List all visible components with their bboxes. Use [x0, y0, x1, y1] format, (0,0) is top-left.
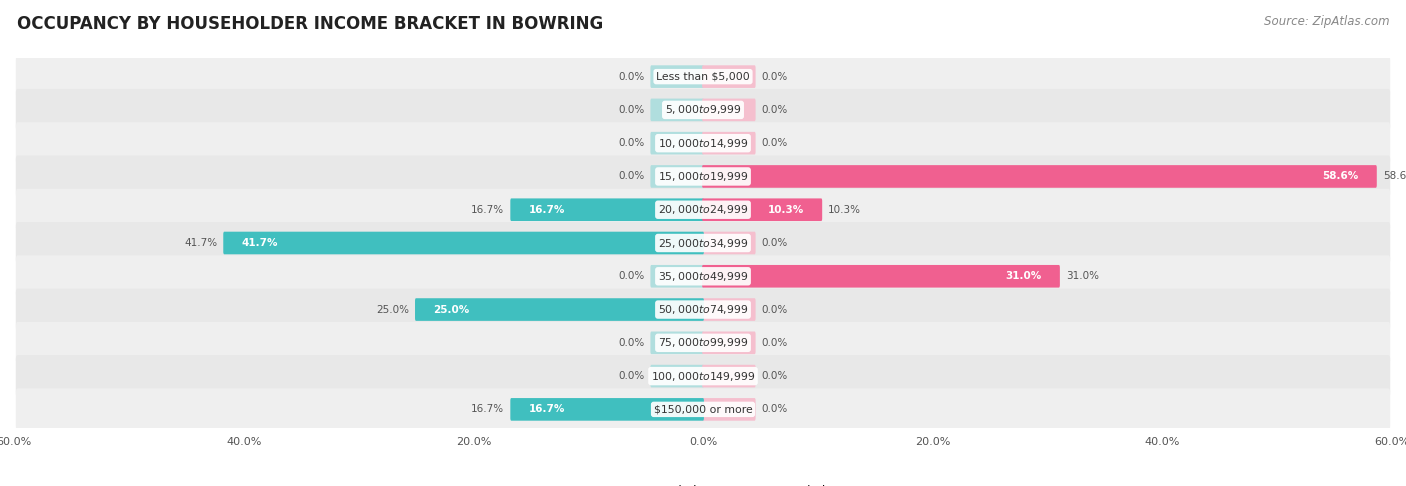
Text: 31.0%: 31.0%: [1005, 271, 1042, 281]
FancyBboxPatch shape: [15, 322, 1391, 364]
Text: 0.0%: 0.0%: [619, 71, 644, 82]
Text: 0.0%: 0.0%: [762, 305, 787, 314]
FancyBboxPatch shape: [702, 65, 755, 88]
FancyBboxPatch shape: [15, 255, 1391, 297]
Text: 0.0%: 0.0%: [762, 338, 787, 348]
Text: 0.0%: 0.0%: [619, 172, 644, 181]
FancyBboxPatch shape: [15, 89, 1391, 131]
FancyBboxPatch shape: [15, 122, 1391, 164]
Text: 0.0%: 0.0%: [619, 138, 644, 148]
FancyBboxPatch shape: [702, 331, 755, 354]
Text: 16.7%: 16.7%: [529, 205, 565, 215]
Text: $25,000 to $34,999: $25,000 to $34,999: [658, 237, 748, 249]
Legend: Owner-occupied, Renter-occupied: Owner-occupied, Renter-occupied: [575, 481, 831, 486]
Text: 0.0%: 0.0%: [762, 105, 787, 115]
Text: 41.7%: 41.7%: [242, 238, 278, 248]
Text: 16.7%: 16.7%: [471, 205, 505, 215]
FancyBboxPatch shape: [702, 232, 755, 254]
Text: $20,000 to $24,999: $20,000 to $24,999: [658, 203, 748, 216]
Text: 10.3%: 10.3%: [768, 205, 804, 215]
FancyBboxPatch shape: [15, 189, 1391, 231]
FancyBboxPatch shape: [651, 99, 704, 121]
FancyBboxPatch shape: [510, 398, 704, 421]
Text: 10.3%: 10.3%: [828, 205, 860, 215]
Text: $35,000 to $49,999: $35,000 to $49,999: [658, 270, 748, 283]
Text: 0.0%: 0.0%: [762, 71, 787, 82]
FancyBboxPatch shape: [702, 132, 755, 155]
Text: 0.0%: 0.0%: [619, 105, 644, 115]
FancyBboxPatch shape: [651, 265, 704, 288]
FancyBboxPatch shape: [224, 232, 704, 254]
FancyBboxPatch shape: [651, 331, 704, 354]
Text: 0.0%: 0.0%: [762, 238, 787, 248]
FancyBboxPatch shape: [651, 165, 704, 188]
Text: $10,000 to $14,999: $10,000 to $14,999: [658, 137, 748, 150]
FancyBboxPatch shape: [651, 132, 704, 155]
Text: Less than $5,000: Less than $5,000: [657, 71, 749, 82]
Text: 0.0%: 0.0%: [619, 371, 644, 381]
Text: 58.6%: 58.6%: [1323, 172, 1358, 181]
FancyBboxPatch shape: [415, 298, 704, 321]
Text: 58.6%: 58.6%: [1382, 172, 1406, 181]
Text: $50,000 to $74,999: $50,000 to $74,999: [658, 303, 748, 316]
FancyBboxPatch shape: [15, 289, 1391, 330]
FancyBboxPatch shape: [702, 398, 755, 421]
Text: $75,000 to $99,999: $75,000 to $99,999: [658, 336, 748, 349]
FancyBboxPatch shape: [15, 156, 1391, 197]
FancyBboxPatch shape: [15, 388, 1391, 430]
FancyBboxPatch shape: [15, 56, 1391, 98]
FancyBboxPatch shape: [702, 198, 823, 221]
Text: 0.0%: 0.0%: [619, 338, 644, 348]
FancyBboxPatch shape: [702, 265, 1060, 288]
FancyBboxPatch shape: [702, 99, 755, 121]
FancyBboxPatch shape: [702, 365, 755, 387]
Text: 25.0%: 25.0%: [375, 305, 409, 314]
FancyBboxPatch shape: [15, 222, 1391, 264]
FancyBboxPatch shape: [15, 355, 1391, 397]
Text: $150,000 or more: $150,000 or more: [654, 404, 752, 415]
Text: 16.7%: 16.7%: [471, 404, 505, 415]
FancyBboxPatch shape: [702, 165, 1376, 188]
Text: 0.0%: 0.0%: [762, 371, 787, 381]
Text: 25.0%: 25.0%: [433, 305, 470, 314]
Text: 0.0%: 0.0%: [619, 271, 644, 281]
FancyBboxPatch shape: [651, 65, 704, 88]
Text: Source: ZipAtlas.com: Source: ZipAtlas.com: [1264, 15, 1389, 28]
FancyBboxPatch shape: [510, 198, 704, 221]
Text: 0.0%: 0.0%: [762, 404, 787, 415]
Text: 16.7%: 16.7%: [529, 404, 565, 415]
Text: 41.7%: 41.7%: [184, 238, 218, 248]
FancyBboxPatch shape: [651, 365, 704, 387]
Text: $100,000 to $149,999: $100,000 to $149,999: [651, 369, 755, 382]
Text: $15,000 to $19,999: $15,000 to $19,999: [658, 170, 748, 183]
FancyBboxPatch shape: [702, 298, 755, 321]
Text: OCCUPANCY BY HOUSEHOLDER INCOME BRACKET IN BOWRING: OCCUPANCY BY HOUSEHOLDER INCOME BRACKET …: [17, 15, 603, 33]
Text: 31.0%: 31.0%: [1066, 271, 1099, 281]
Text: 0.0%: 0.0%: [762, 138, 787, 148]
Text: $5,000 to $9,999: $5,000 to $9,999: [665, 104, 741, 117]
